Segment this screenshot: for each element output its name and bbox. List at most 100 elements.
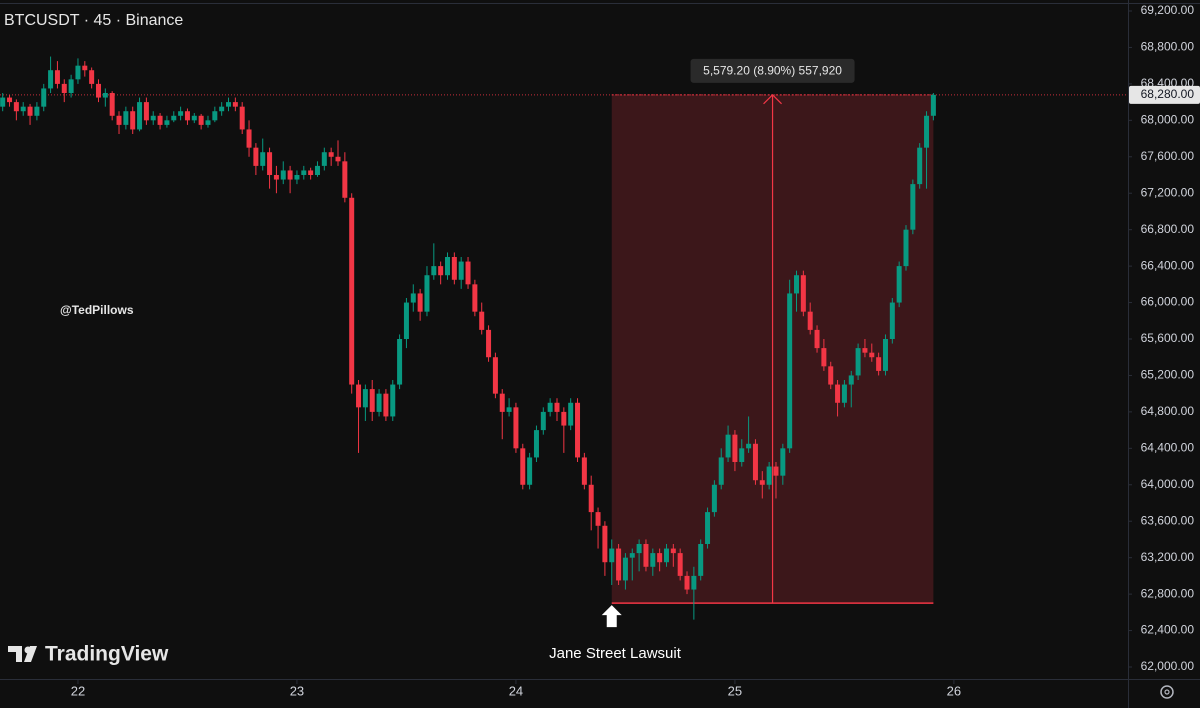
candle-body [643,544,649,567]
last-price-tag [1129,85,1200,104]
logo: TradingView [8,643,169,666]
gear-center[interactable] [1164,689,1170,695]
candle-body [773,466,779,476]
candle-body [841,384,847,403]
candle-body [89,70,95,84]
candle-body [397,339,403,385]
candle-body [239,106,245,130]
candle-body [287,170,293,180]
candle-body [800,275,806,312]
candle-body [561,411,567,426]
candle-body [314,165,320,175]
x-tick-label: 25 [728,683,742,698]
annotation-arrow [601,605,622,628]
y-tick-label: 66,400.00 [1141,258,1195,272]
candle-body [273,175,279,180]
candle-body [663,548,669,563]
y-tick-label: 62,400.00 [1141,623,1195,637]
candle-body [629,553,635,558]
last-price-label: 68,280.00 [1141,87,1195,101]
candle-body [369,389,375,412]
candle-body [479,311,485,330]
settings-icon[interactable] [1160,685,1174,699]
candle-body [294,175,300,180]
candle-body [903,229,909,267]
candle-body [342,161,348,198]
candle-body [130,111,136,130]
candle-body [533,430,539,458]
candle-body [622,557,628,581]
candle-body [924,115,930,148]
candle-body [267,152,273,175]
candle-body [444,257,450,276]
candle-body [554,402,560,412]
candle-body [670,548,676,554]
y-tick-label: 63,200.00 [1141,550,1195,564]
candle-body [725,434,731,458]
candle-body [260,152,266,166]
candle-body [123,111,129,125]
candle-body [109,93,115,116]
y-tick-label: 62,000.00 [1141,659,1195,673]
candle-body [212,111,218,121]
candle-body [896,266,902,303]
candle-body [492,357,498,394]
candle-body [390,384,396,417]
candle-body [780,448,786,476]
gear[interactable] [1160,685,1174,699]
candle-body [137,102,143,130]
logo-text: TradingView [45,643,169,666]
candle-body [431,266,437,276]
candle-body [48,70,54,89]
candle-body [335,156,341,162]
y-tick-label: 67,200.00 [1141,185,1195,199]
candle-body [356,384,362,408]
candle-body [451,257,457,280]
candle-body [684,575,690,590]
watermark: @TedPillows [60,303,134,317]
candle-body [178,111,184,116]
y-tick-label: 66,000.00 [1141,295,1195,309]
candle-body [807,311,813,330]
candle-body [711,484,717,513]
candle-body [226,102,232,107]
candle-body [876,357,882,371]
candle-body [280,170,286,180]
y-tick-label: 67,600.00 [1141,149,1195,163]
candle-body [705,512,711,544]
candle-body [157,115,163,125]
y-tick-label: 64,400.00 [1141,441,1195,455]
x-tick-label: 24 [509,683,523,698]
candle-body [417,293,423,312]
candle-body [486,329,492,358]
candle-body [698,544,704,576]
candle-body [581,457,587,485]
candle-body [253,147,259,166]
y-tick-label: 63,600.00 [1141,513,1195,527]
candle-body [54,70,60,84]
y-tick-label: 62,800.00 [1141,586,1195,600]
candle-body [828,366,834,385]
candle-body [321,152,327,166]
y-tick-label: 65,600.00 [1141,331,1195,345]
candle-body [465,261,471,285]
candle-body [527,457,533,485]
candle-body [0,97,6,107]
y-tick-label: 66,800.00 [1141,222,1195,236]
candle-body [575,402,581,458]
y-tick-label: 68,800.00 [1141,40,1195,54]
candle-body [595,512,601,526]
candle-body [732,434,738,462]
candle-body [75,65,81,80]
y-tick-label: 65,200.00 [1141,368,1195,382]
measure-label-box [690,58,855,83]
candle-body [609,548,615,563]
candle-body [143,102,149,121]
candle-body [13,102,19,112]
candle-body [746,443,752,449]
x-tick-label: 23 [290,683,304,698]
candle-body [869,352,875,358]
candle-body [458,261,464,280]
